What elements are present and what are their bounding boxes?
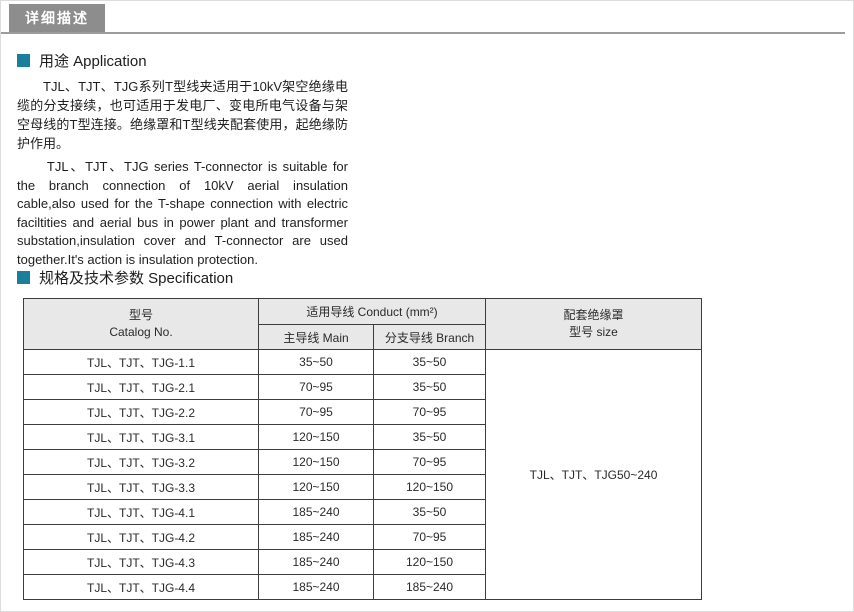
col-header-main: 主导线 Main — [258, 324, 374, 350]
cell-catalog: TJL、TJT、TJG-4.1 — [23, 499, 259, 525]
cell-catalog: TJL、TJT、TJG-3.1 — [23, 424, 259, 450]
specification-title-row: 规格及技术参数 Specification — [17, 267, 233, 288]
cell-branch: 35~50 — [372, 374, 487, 400]
col-header-cover: 配套绝缘罩 型号 size — [485, 298, 703, 350]
cell-branch: 35~50 — [372, 424, 487, 450]
col-header-branch: 分支导线 Branch — [372, 324, 487, 350]
section-bullet-icon — [17, 54, 30, 67]
table-row: TJL、TJT、TJG-4.2 185~240 70~95 — [23, 524, 702, 550]
cell-branch: 35~50 — [372, 349, 487, 375]
cell-main: 185~240 — [258, 499, 374, 525]
col-header-conduct-group: 适用导线 Conduct (mm²) — [257, 298, 487, 325]
cell-main: 70~95 — [258, 374, 374, 400]
application-title-row: 用途 Application — [17, 50, 348, 71]
table-row: TJL、TJT、TJG-3.3 120~150 120~150 — [23, 474, 702, 500]
cell-branch: 70~95 — [372, 524, 487, 550]
cell-branch: 35~50 — [372, 499, 487, 525]
cell-main: 120~150 — [258, 474, 374, 500]
cell-catalog: TJL、TJT、TJG-2.2 — [23, 399, 259, 425]
application-title: 用途 Application — [39, 53, 147, 70]
table-row: TJL、TJT、TJG-3.2 120~150 70~95 — [23, 449, 702, 475]
cell-main: 185~240 — [258, 549, 374, 575]
table-row: TJL、TJT、TJG-2.2 70~95 70~95 — [23, 399, 702, 425]
cell-catalog: TJL、TJT、TJG-3.3 — [23, 474, 259, 500]
application-paragraph-zh: TJL、TJT、TJG系列T型线夹适用于10kV架空绝缘电缆的分支接续，也可适用… — [17, 79, 348, 151]
table-row: TJL、TJT、TJG-1.1 35~50 35~50 TJL、TJT、TJG5… — [23, 349, 703, 600]
application-section: 用途 Application TJL、TJT、TJG系列T型线夹适用于10kV架… — [17, 50, 348, 269]
tab-detail-description[interactable]: 详细描述 — [9, 4, 105, 32]
cell-branch: 120~150 — [372, 549, 487, 575]
cell-catalog: TJL、TJT、TJG-4.3 — [23, 549, 259, 575]
cell-catalog: TJL、TJT、TJG-2.1 — [23, 374, 259, 400]
cell-branch: 70~95 — [372, 449, 487, 475]
cell-cover-merged: TJL、TJT、TJG50~240 — [485, 349, 703, 600]
cell-main: 185~240 — [258, 574, 374, 600]
header-rule — [1, 32, 845, 34]
application-paragraph-en: TJL、TJT、TJG series T-connector is suitab… — [17, 159, 348, 267]
col-header-catalog-en: Catalog No. — [109, 325, 173, 339]
cell-main: 185~240 — [258, 524, 374, 550]
col-header-cover-en: 型号 size — [569, 325, 618, 339]
table-row: TJL、TJT、TJG-2.1 70~95 35~50 — [23, 374, 702, 400]
cell-branch: 185~240 — [372, 574, 487, 600]
col-header-catalog-zh: 型号 — [128, 308, 153, 322]
cell-catalog: TJL、TJT、TJG-4.2 — [23, 524, 259, 550]
col-header-catalog: 型号 Catalog No. — [23, 298, 259, 350]
section-bullet-icon — [17, 271, 30, 284]
cell-catalog: TJL、TJT、TJG-4.4 — [23, 574, 259, 600]
cell-catalog: TJL、TJT、TJG-3.2 — [23, 449, 259, 475]
specification-table: 型号 Catalog No. 适用导线 Conduct (mm²) 配套绝缘罩 … — [23, 298, 703, 600]
cell-branch: 120~150 — [372, 474, 487, 500]
cell-main: 120~150 — [258, 449, 374, 475]
specification-title: 规格及技术参数 Specification — [39, 270, 234, 287]
cell-main: 35~50 — [258, 349, 374, 375]
table-row: TJL、TJT、TJG-4.4 185~240 185~240 — [23, 574, 702, 600]
cell-catalog: TJL、TJT、TJG-1.1 — [23, 349, 259, 375]
cell-branch: 70~95 — [372, 399, 487, 425]
table-row: TJL、TJT、TJG-3.1 120~150 35~50 — [23, 424, 702, 450]
col-header-cover-zh: 配套绝缘罩 — [563, 308, 624, 322]
table-row: TJL、TJT、TJG-4.3 185~240 120~150 — [23, 549, 702, 575]
cell-main: 70~95 — [258, 399, 374, 425]
cell-main: 120~150 — [258, 424, 374, 450]
